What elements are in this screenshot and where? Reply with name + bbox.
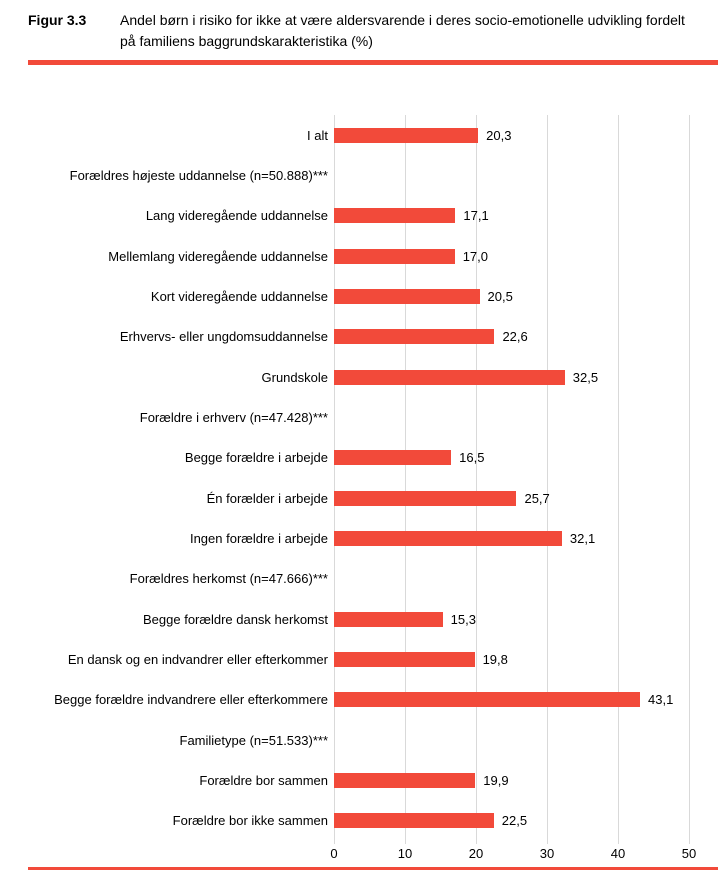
x-tick-label: 0	[330, 846, 338, 861]
bar-value-label: 32,5	[572, 369, 599, 385]
x-axis: 0 10 20 30 40 50	[0, 846, 718, 862]
bar-value-label: 43,1	[648, 692, 674, 708]
category-label: Forældre bor ikke sammen	[172, 813, 328, 829]
bar-value-label: 19,9	[483, 772, 509, 788]
chart-row: Grundskole 32,5	[0, 357, 718, 397]
chart-group-header-row: Forældres herkomst (n=47.666)***	[0, 559, 718, 599]
bar-value-label: 22,5	[501, 813, 528, 829]
category-label: Erhvervs- eller ungdomsuddannelse	[119, 329, 328, 345]
chart-row: Begge forældre i arbejde 16,5	[0, 438, 718, 478]
bar	[334, 530, 562, 546]
chart-row: En dansk og en indvandrer eller efterkom…	[0, 639, 718, 679]
category-label: Begge forældre indvandrere eller efterko…	[54, 692, 328, 708]
category-label: Forældre bor sammen	[199, 772, 328, 788]
chart-row: Mellemlang videregående uddannelse 17,0	[0, 236, 718, 276]
category-label: Grundskole	[261, 369, 328, 385]
category-label: Begge forældre dansk herkomst	[143, 611, 328, 627]
bar-value-label: 32,1	[569, 530, 596, 546]
chart-row: Begge forældre dansk herkomst 15,3	[0, 599, 718, 639]
x-tick-label: 50	[681, 846, 697, 861]
bar	[334, 450, 452, 466]
x-tick-label: 30	[539, 846, 555, 861]
chart-row: Kort videregående uddannelse 20,5	[0, 276, 718, 316]
gridline	[405, 115, 406, 844]
chart-group-header-row: Forældre i erhverv (n=47.428)***	[0, 397, 718, 437]
x-tick-label: 40	[610, 846, 626, 861]
category-label: En dansk og en indvandrer eller efterkom…	[67, 651, 328, 667]
bar-value-label: 20,5	[487, 288, 513, 304]
bar-value-label: 22,6	[502, 329, 528, 345]
bar	[334, 772, 476, 788]
chart-row: Én forælder i arbejde 25,7	[0, 478, 718, 518]
footer-rule	[28, 867, 718, 870]
category-label: Mellemlang videregående uddannelse	[108, 248, 328, 264]
group-header-label: Forældres herkomst (n=47.666)***	[129, 571, 328, 587]
bar	[334, 611, 443, 627]
figure-title: Andel børn i risiko for ikke at være ald…	[120, 12, 685, 49]
category-label: Begge forældre i arbejde	[184, 450, 328, 466]
category-label: Ingen forældre i arbejde	[189, 530, 328, 546]
category-label: I alt	[307, 127, 328, 143]
gridlines	[0, 115, 718, 844]
group-header-label: Forældre i erhverv (n=47.428)***	[139, 409, 328, 425]
x-tick-label: 20	[468, 846, 484, 861]
bar-value-label: 20,3	[486, 127, 512, 143]
group-header-label: Forældres højeste uddannelse (n=50.888)*…	[69, 167, 328, 183]
figure-label: Figur 3.3	[28, 12, 87, 28]
category-label: Lang videregående uddannelse	[145, 208, 328, 224]
bar-value-label: 17,0	[462, 248, 488, 264]
bar	[334, 127, 479, 143]
chart-group-header-row: Familietype (n=51.533)***	[0, 720, 718, 760]
chart-row: Lang videregående uddannelse 17,1	[0, 196, 718, 236]
bar-chart: I alt 20,3 Forældres højeste uddannelse (n…	[0, 115, 718, 841]
chart-row: Erhvervs- eller ungdomsuddannelse 22,6	[0, 317, 718, 357]
chart-group-header-row: Forældres højeste uddannelse (n=50.888)*…	[0, 155, 718, 195]
gridline	[689, 115, 690, 844]
bar-value-label: 17,1	[463, 208, 489, 224]
gridline	[334, 115, 335, 844]
group-header-label: Familietype (n=51.533)***	[179, 732, 329, 748]
header-rule	[28, 60, 718, 65]
x-tick-label: 10	[397, 846, 413, 861]
chart-row: Forældre bor sammen 19,9	[0, 760, 718, 800]
bar	[334, 651, 475, 667]
figure-header: Figur 3.3 Andel børn i risiko for ikke a…	[28, 10, 695, 52]
bar	[334, 288, 480, 304]
chart-row: I alt 20,3	[0, 115, 718, 155]
bar-value-label: 19,8	[482, 651, 508, 667]
bar	[334, 813, 494, 829]
chart-row: Forældre bor ikke sammen 22,5	[0, 801, 718, 841]
gridline	[547, 115, 548, 844]
bar-value-label: 15,3	[450, 611, 476, 627]
gridline	[476, 115, 477, 844]
gridline	[618, 115, 619, 844]
bar-value-label: 16,5	[459, 450, 485, 466]
bar	[334, 692, 640, 708]
bar	[334, 329, 495, 345]
bar	[334, 208, 456, 224]
chart-row: Ingen forældre i arbejde 32,1	[0, 518, 718, 558]
bar	[334, 369, 565, 385]
category-label: Kort videregående uddannelse	[150, 288, 328, 304]
bar	[334, 490, 517, 506]
category-label: Én forælder i arbejde	[206, 490, 328, 506]
bar	[334, 248, 455, 264]
chart-row: Begge forældre indvandrere eller efterko…	[0, 680, 718, 720]
bar-value-label: 25,7	[524, 490, 550, 506]
